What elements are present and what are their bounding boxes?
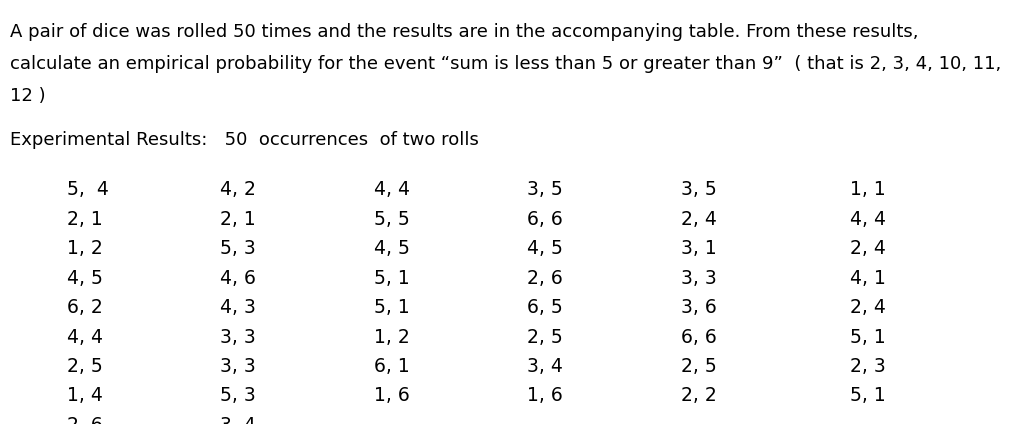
Text: 4, 4: 4, 4 — [67, 328, 102, 346]
Text: 5, 1: 5, 1 — [850, 328, 886, 346]
Text: 3, 1: 3, 1 — [681, 239, 717, 258]
Text: 5, 1: 5, 1 — [850, 387, 886, 405]
Text: 5, 3: 5, 3 — [220, 239, 256, 258]
Text: 2, 6: 2, 6 — [67, 416, 102, 424]
Text: 5, 1: 5, 1 — [374, 269, 410, 287]
Text: 4, 5: 4, 5 — [67, 269, 102, 287]
Text: 4, 4: 4, 4 — [850, 210, 886, 229]
Text: 1, 6: 1, 6 — [374, 387, 410, 405]
Text: 2, 4: 2, 4 — [850, 298, 886, 317]
Text: 3, 3: 3, 3 — [220, 357, 256, 376]
Text: 6, 5: 6, 5 — [527, 298, 563, 317]
Text: 6, 6: 6, 6 — [681, 328, 717, 346]
Text: 1, 6: 1, 6 — [527, 387, 563, 405]
Text: 5, 5: 5, 5 — [374, 210, 410, 229]
Text: 2, 5: 2, 5 — [527, 328, 563, 346]
Text: 2, 1: 2, 1 — [67, 210, 102, 229]
Text: 4, 5: 4, 5 — [527, 239, 563, 258]
Text: 6, 1: 6, 1 — [374, 357, 410, 376]
Text: 2, 2: 2, 2 — [681, 387, 717, 405]
Text: 3, 5: 3, 5 — [527, 180, 563, 199]
Text: 6, 6: 6, 6 — [527, 210, 563, 229]
Text: 6, 2: 6, 2 — [67, 298, 102, 317]
Text: 1, 2: 1, 2 — [67, 239, 102, 258]
Text: 3, 3: 3, 3 — [681, 269, 717, 287]
Text: 2, 4: 2, 4 — [681, 210, 717, 229]
Text: 4, 5: 4, 5 — [374, 239, 410, 258]
Text: 4, 1: 4, 1 — [850, 269, 886, 287]
Text: 1, 4: 1, 4 — [67, 387, 102, 405]
Text: 2, 5: 2, 5 — [681, 357, 717, 376]
Text: 3, 6: 3, 6 — [681, 298, 717, 317]
Text: A pair of dice was rolled 50 times and the results are in the accompanying table: A pair of dice was rolled 50 times and t… — [10, 23, 919, 41]
Text: 2, 4: 2, 4 — [850, 239, 886, 258]
Text: 2, 1: 2, 1 — [220, 210, 256, 229]
Text: 4, 4: 4, 4 — [374, 180, 410, 199]
Text: 4, 2: 4, 2 — [220, 180, 256, 199]
Text: 5,  4: 5, 4 — [67, 180, 109, 199]
Text: 3, 5: 3, 5 — [681, 180, 717, 199]
Text: 3, 4: 3, 4 — [220, 416, 256, 424]
Text: Experimental Results:   50  occurrences  of two rolls: Experimental Results: 50 occurrences of … — [10, 131, 479, 149]
Text: 1, 2: 1, 2 — [374, 328, 410, 346]
Text: calculate an empirical probability for the event “sum is less than 5 or greater : calculate an empirical probability for t… — [10, 55, 1001, 73]
Text: 2, 5: 2, 5 — [67, 357, 102, 376]
Text: 4, 6: 4, 6 — [220, 269, 256, 287]
Text: 12 ): 12 ) — [10, 87, 46, 105]
Text: 3, 4: 3, 4 — [527, 357, 563, 376]
Text: 3, 3: 3, 3 — [220, 328, 256, 346]
Text: 2, 3: 2, 3 — [850, 357, 886, 376]
Text: 1, 1: 1, 1 — [850, 180, 886, 199]
Text: 4, 3: 4, 3 — [220, 298, 256, 317]
Text: 2, 6: 2, 6 — [527, 269, 563, 287]
Text: 5, 1: 5, 1 — [374, 298, 410, 317]
Text: 5, 3: 5, 3 — [220, 387, 256, 405]
